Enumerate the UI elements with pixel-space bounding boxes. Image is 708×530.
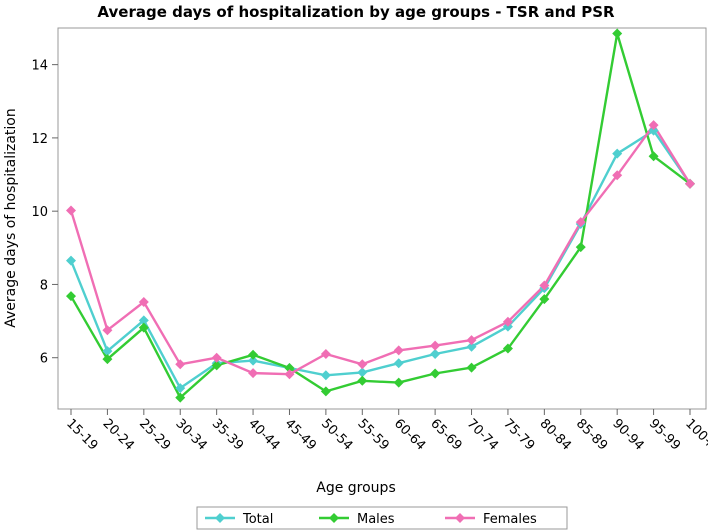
x-tick-label: 20-24 [100,416,137,453]
series-markers [66,28,695,403]
legend-label-females: Females [483,512,537,527]
series-line-total [69,129,691,390]
x-tick-label: 45-49 [282,416,319,453]
y-tick-label: 6 [40,352,48,367]
data-point-total [648,125,659,136]
data-point-males [430,368,441,379]
data-point-females [248,368,259,379]
data-point-females [502,316,513,327]
y-tick-label: 12 [31,132,48,147]
data-point-females [430,340,441,351]
legend-frame [196,506,568,530]
chart-title: Average days of hospitalization by age g… [97,3,615,21]
y-axis: 6 8 10 12 14 [31,59,58,367]
data-point-females [575,217,586,228]
data-point-females [648,120,659,131]
x-tick-label: 70-74 [464,416,501,453]
data-point-males [539,294,550,305]
x-tick-label: 60-64 [391,416,428,453]
y-tick-label: 10 [31,205,48,220]
data-point-males [575,242,586,253]
y-axis-label: Average days of hospitalization [3,108,19,327]
data-point-females [175,359,186,370]
x-tick-label: 15-19 [63,416,100,453]
legend-label-total: Total [242,512,273,527]
data-point-males [248,349,259,360]
data-point-females [612,170,623,181]
y-tick-label: 14 [31,59,48,74]
x-tick-label: 55-59 [354,416,391,453]
x-axis-label: Age groups [316,480,395,496]
data-point-females [284,369,295,380]
data-point-males [284,362,295,373]
x-tick-label: 50-54 [318,416,355,453]
data-point-females [539,280,550,291]
data-point-males [357,375,368,386]
data-point-females [102,325,113,336]
data-point-total [357,367,368,378]
x-tick-label: 100+ [682,416,708,452]
x-tick-label: 85-89 [573,416,610,453]
data-point-males [648,151,659,162]
x-tick-label: 25-29 [136,416,173,453]
x-tick-label: 30-34 [172,416,209,453]
legend-label-males: Males [357,512,395,527]
x-tick-label: 90-94 [609,416,646,453]
data-point-females [466,335,477,346]
data-point-males [102,354,113,365]
data-point-males [502,343,513,354]
data-point-males [393,377,404,388]
data-point-females [357,359,368,370]
series-line-females [69,123,692,376]
legend: Total Males Females [196,506,568,530]
data-point-females [138,297,149,308]
x-tick-label: 65-69 [427,416,464,453]
data-point-females [211,352,222,363]
x-tick-label: 40-44 [245,416,282,453]
data-point-males [138,322,149,333]
data-point-total [102,346,113,357]
data-point-total [138,315,149,326]
data-point-females [320,349,331,360]
data-point-total [430,349,441,360]
data-point-total [248,355,259,366]
x-tick-label: 75-79 [500,416,537,453]
data-point-total [612,148,623,159]
series-line-males [69,32,691,399]
data-point-total [66,255,76,266]
data-point-total [393,358,404,369]
data-point-males [612,28,623,39]
data-point-females [66,205,76,216]
data-point-total [175,383,186,394]
y-tick-label: 8 [40,278,48,293]
legend-marker-females [455,513,465,523]
data-point-females [393,345,404,356]
legend-marker-total [215,513,225,523]
x-tick-label: 35-39 [209,416,246,453]
data-point-males [66,291,76,302]
data-point-males [175,392,186,403]
data-point-total [320,370,331,381]
legend-marker-males [329,513,339,523]
plot-frame [57,27,707,410]
x-tick-label: 80-84 [537,416,574,453]
data-point-females [685,178,695,189]
data-point-total [466,341,477,352]
data-point-males [466,362,477,373]
series-lines [69,32,692,399]
x-tick-label: 95-99 [646,416,683,453]
data-point-males [320,386,331,397]
x-axis: 15-19 20-24 25-29 30-34 35-39 40-44 45-49 50-54… [63,409,708,454]
data-point-males [211,360,222,371]
